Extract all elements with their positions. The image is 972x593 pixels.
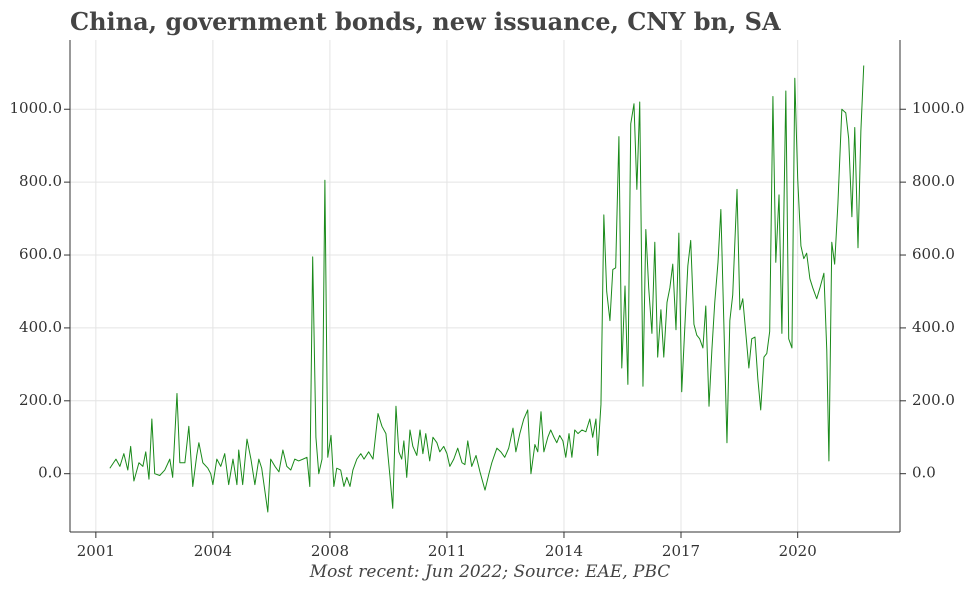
y2-tick-label: 1000.0 [912, 99, 965, 117]
y-tick-label: 200.0 [19, 391, 62, 409]
chart-title: China, government bonds, new issuance, C… [70, 7, 781, 36]
data-line [109, 65, 865, 513]
x-tick-label: 2001 [77, 542, 115, 560]
y2-tick-label: 200.0 [912, 391, 955, 409]
y-tick-label: 1000.0 [10, 99, 63, 117]
x-tick-label: 2017 [662, 542, 700, 560]
y2-tick-label: 400.0 [912, 318, 955, 336]
y2-tick-label: 0.0 [912, 464, 936, 482]
y2-tick-label: 600.0 [912, 245, 955, 263]
y-tick-label: 0.0 [38, 464, 62, 482]
x-tick-label: 2004 [194, 542, 232, 560]
source-note: Most recent: Jun 2022; Source: EAE, PBC [309, 562, 671, 582]
x-tick-label: 2008 [311, 542, 349, 560]
x-tick-label: 2014 [545, 542, 583, 560]
x-tick-label: 2011 [428, 542, 466, 560]
x-tick-label: 2020 [779, 542, 817, 560]
y-tick-label: 400.0 [19, 318, 62, 336]
y2-tick-label: 800.0 [912, 172, 955, 190]
y-tick-label: 600.0 [19, 245, 62, 263]
y-tick-label: 800.0 [19, 172, 62, 190]
